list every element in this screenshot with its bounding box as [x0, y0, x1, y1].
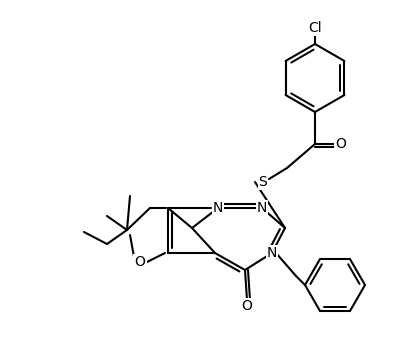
Text: N: N — [212, 201, 223, 215]
Text: N: N — [266, 246, 277, 260]
Text: O: O — [134, 255, 145, 269]
Text: O: O — [241, 299, 252, 313]
Text: O: O — [335, 137, 346, 151]
Text: N: N — [256, 201, 266, 215]
Text: S: S — [258, 175, 267, 189]
Text: Cl: Cl — [307, 21, 321, 35]
